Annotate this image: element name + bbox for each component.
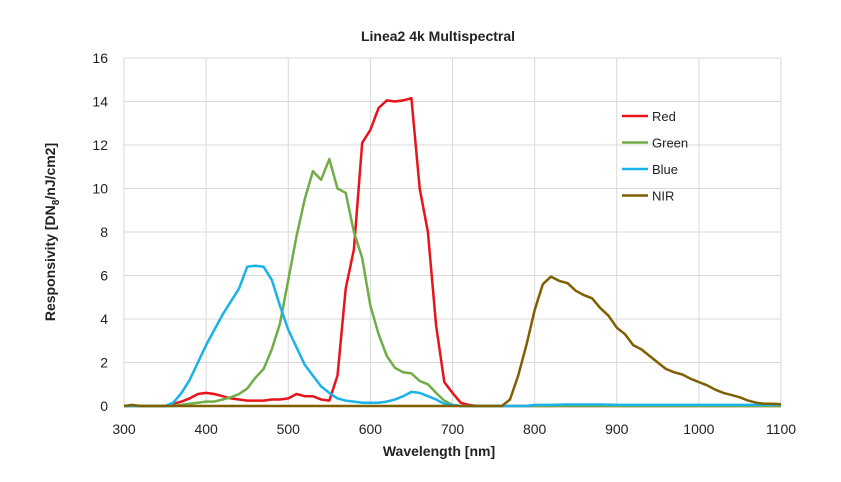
x-tick-label: 300 [112,421,136,437]
x-tick-label: 1100 [766,421,796,437]
series-line-blue [124,264,781,408]
x-tick-label: 700 [441,421,465,437]
x-tick-label: 400 [194,421,218,437]
y-tick-label: 10 [92,181,108,197]
x-axis-label: Wavelength [nm] [383,443,495,459]
y-tick-label: 0 [100,398,108,414]
series-lines [123,96,782,408]
legend-label-green: Green [652,136,688,151]
legend-label-nir: NIR [652,189,674,204]
x-tick-label: 600 [359,421,383,437]
x-tick-label: 1000 [683,421,714,437]
y-axis-label-main: Responsivity [DN [42,205,58,321]
y-axis-label-subscript: 8 [51,199,62,205]
y-tick-label: 2 [100,355,108,371]
y-tick-label: 6 [100,268,108,284]
y-tick-label: 16 [92,50,108,66]
legend: Red Green Blue NIR [622,109,688,204]
grid [123,57,782,407]
y-axis-label: Responsivity [DN8/nJ/cm2] [42,143,62,321]
y-tick-label: 4 [100,311,108,327]
y-tick-label: 8 [100,224,108,240]
x-tick-label: 500 [277,421,301,437]
chart-title: Linea2 4k Multispectral [361,28,515,44]
x-tick-label: 900 [605,421,629,437]
x-tick-label: 800 [523,421,547,437]
legend-label-red: Red [652,109,676,124]
series-line-nir [123,275,782,408]
series-line-green [124,157,781,408]
axes: 300 400 500 600 700 800 900 1000 1100 0 2 4 6 8 10 12 14… [92,50,796,437]
y-tick-label: 12 [92,137,108,153]
y-tick-label: 14 [92,94,108,110]
legend-label-blue: Blue [652,162,678,177]
y-axis-label-end: /nJ/cm2] [42,143,58,200]
series-line-red [124,96,781,408]
